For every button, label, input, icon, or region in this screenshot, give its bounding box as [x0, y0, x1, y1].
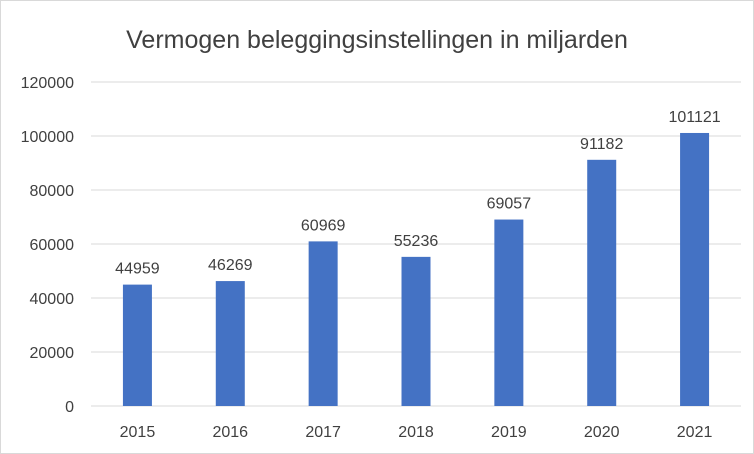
bar-2016 [215, 281, 245, 406]
bar-2018 [401, 256, 431, 406]
y-tick-label: 120000 [21, 75, 74, 92]
y-tick-label: 60000 [30, 237, 75, 254]
bar-2021 [680, 132, 710, 406]
y-tick-label: 100000 [21, 129, 74, 146]
x-tick-label: 2016 [212, 424, 248, 441]
x-tick-label: 2015 [120, 424, 156, 441]
data-label: 55236 [394, 233, 439, 250]
chart-title: Vermogen beleggingsinstellingen in milja… [126, 26, 628, 54]
bar-2020 [587, 159, 617, 406]
data-label: 44959 [115, 261, 160, 278]
x-tick-label: 2017 [305, 424, 341, 441]
y-tick-label: 40000 [30, 291, 75, 308]
x-tick-label: 2018 [398, 424, 434, 441]
data-label: 69057 [487, 196, 532, 213]
y-tick-label: 0 [65, 399, 74, 416]
y-tick-label: 80000 [30, 183, 75, 200]
data-label: 60969 [301, 217, 346, 234]
bar-2019 [494, 219, 524, 406]
x-tick-label: 2021 [677, 424, 713, 441]
x-tick-label: 2020 [584, 424, 620, 441]
x-tick-label: 2019 [491, 424, 527, 441]
data-label: 101121 [668, 109, 720, 126]
bar-2017 [308, 241, 338, 406]
y-tick-label: 20000 [30, 345, 75, 362]
data-label: 46269 [208, 257, 253, 274]
data-label: 91182 [580, 136, 623, 153]
bar-2015 [122, 284, 152, 406]
